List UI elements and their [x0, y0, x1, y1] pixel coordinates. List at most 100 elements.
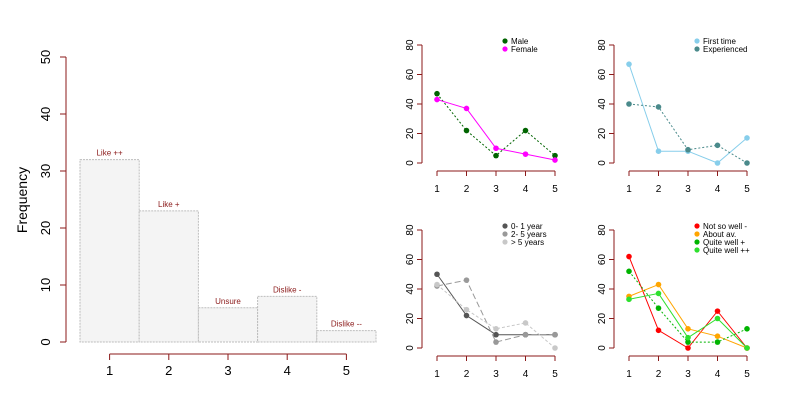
data-point [493, 326, 499, 332]
data-point [522, 320, 529, 326]
y-tick-label: 50 [38, 50, 53, 64]
data-point [685, 146, 691, 153]
data-point [655, 305, 662, 311]
bar [79, 159, 140, 343]
bar-data-label: Like ++ [96, 149, 123, 158]
data-point [493, 331, 499, 338]
y-tick-label: 20 [405, 128, 416, 140]
data-point [685, 334, 691, 341]
bar-data-label: Dislike -- [331, 320, 362, 329]
legend-marker [694, 247, 700, 253]
x-tick-label: 2 [656, 369, 662, 380]
y-tick-label: 80 [405, 224, 416, 236]
data-point [552, 331, 558, 338]
series-line [436, 273, 555, 336]
data-point [714, 308, 721, 314]
x-tick-label: 3 [685, 184, 691, 195]
legend-marker [502, 223, 508, 229]
y-tick-label: 0 [38, 338, 53, 345]
data-point [463, 127, 470, 134]
legend-entry: 2- 5 years [511, 230, 547, 239]
data-point [463, 312, 470, 319]
x-tick-label: 5 [552, 369, 558, 380]
y-tick-label: 0 [405, 160, 416, 166]
legend-entry: Experienced [703, 45, 747, 54]
data-point [552, 157, 558, 163]
y-tick-label: 40 [405, 98, 416, 110]
data-point [522, 151, 529, 157]
x-tick-label: 3 [685, 369, 691, 380]
y-tick-label: 80 [597, 224, 608, 236]
data-point [655, 290, 662, 297]
data-point [655, 281, 662, 288]
data-point [714, 339, 721, 345]
x-tick-label: 4 [284, 363, 291, 378]
bar [138, 210, 199, 343]
x-tick-label: 5 [343, 363, 350, 378]
legend-marker [694, 231, 700, 237]
x-tick-label: 2 [464, 369, 470, 380]
data-point [655, 148, 662, 154]
data-point [744, 345, 750, 351]
data-point [493, 152, 499, 159]
x-tick-label: 4 [715, 369, 721, 380]
series-line [436, 284, 556, 349]
legend-entry: First time [703, 37, 736, 46]
data-point [626, 101, 632, 107]
legend-marker [694, 38, 700, 44]
data-point [714, 333, 721, 340]
legend-entry: Quite well ++ [703, 246, 750, 255]
series-line [436, 279, 555, 343]
x-tick-label: 4 [715, 184, 721, 195]
y-tick-label: 40 [405, 283, 416, 295]
data-point [463, 306, 470, 313]
data-point [493, 339, 499, 345]
data-point [744, 326, 750, 332]
y-tick-label: 0 [597, 160, 608, 166]
x-tick-label: 1 [626, 184, 632, 195]
legend-entry: Quite well + [703, 238, 745, 247]
data-point [685, 339, 691, 345]
x-tick-label: 1 [434, 369, 440, 380]
data-point [522, 127, 529, 134]
data-point [626, 268, 632, 275]
data-point [434, 90, 440, 97]
legend-marker [694, 46, 700, 52]
x-tick-label: 1 [434, 184, 440, 195]
legend-entry: Male [511, 37, 529, 46]
y-tick-label: 60 [597, 69, 608, 81]
data-point [626, 253, 632, 260]
data-point [655, 104, 662, 110]
data-point [655, 327, 662, 334]
data-point [714, 315, 721, 322]
y-axis-label: Frequency [14, 167, 30, 233]
legend-marker [502, 231, 508, 237]
data-point [714, 160, 721, 166]
legend-entry: Not so well - [703, 222, 747, 231]
y-tick-label: 0 [405, 345, 416, 351]
y-tick-label: 60 [405, 69, 416, 81]
x-tick-label: 5 [744, 369, 750, 380]
y-tick-label: 60 [597, 254, 608, 266]
x-tick-label: 4 [523, 184, 529, 195]
y-tick-label: 60 [405, 254, 416, 266]
legend-marker [694, 239, 700, 245]
bar-data-label: Like + [158, 200, 180, 209]
y-tick-label: 0 [597, 345, 608, 351]
data-point [685, 326, 691, 332]
data-point [714, 142, 721, 149]
x-tick-label: 3 [493, 369, 499, 380]
series-line [628, 256, 748, 349]
y-tick-label: 40 [38, 107, 53, 121]
y-tick-label: 40 [597, 283, 608, 295]
legend-entry: Female [511, 45, 538, 54]
data-point [493, 145, 499, 152]
x-tick-label: 5 [744, 184, 750, 195]
bar [257, 295, 318, 343]
x-tick-label: 4 [523, 369, 529, 380]
